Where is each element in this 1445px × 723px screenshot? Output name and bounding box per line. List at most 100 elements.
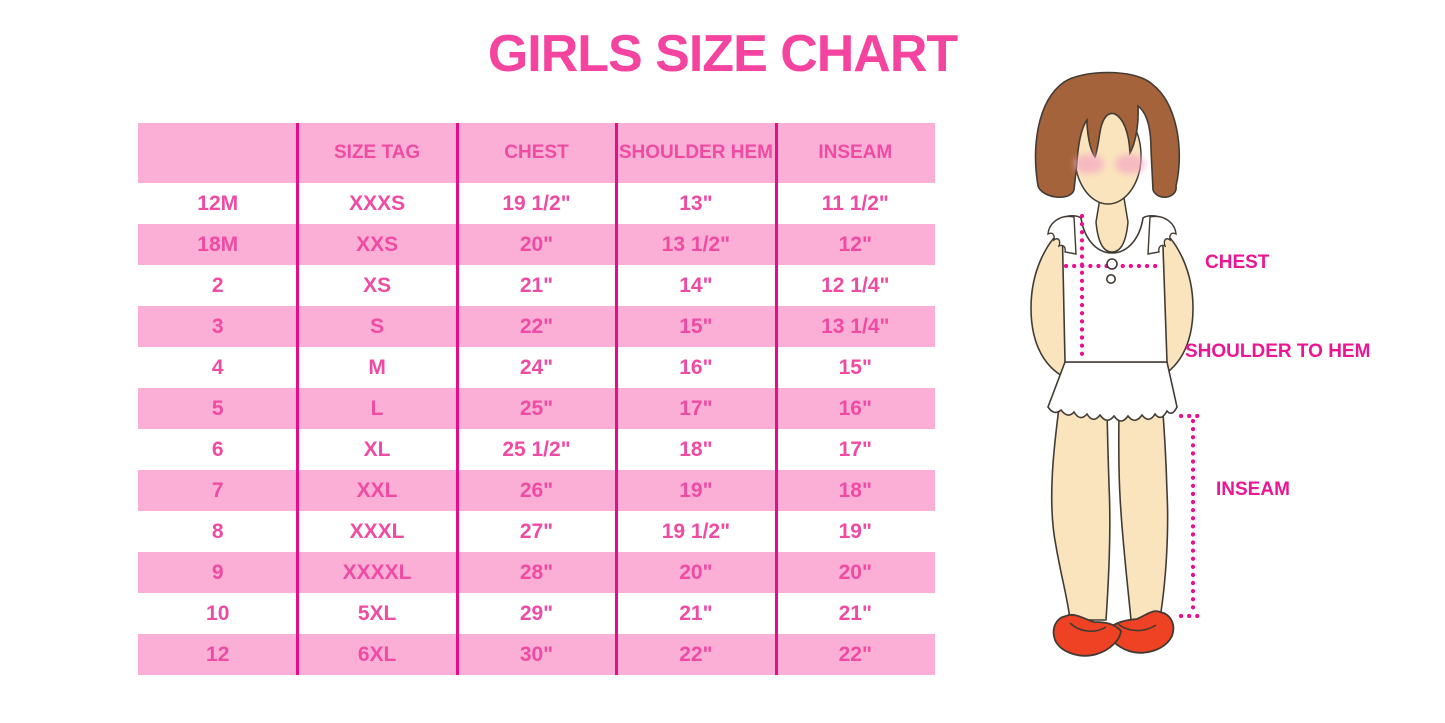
table-cell: 4	[211, 355, 224, 379]
table-cell: 18"	[838, 478, 872, 502]
shoulder-ruffles	[1047, 215, 1177, 255]
header-cell	[138, 123, 297, 183]
table-row: 8 XXXL 27" 19 1/2" 19"	[138, 511, 935, 552]
measurement-diagram	[1000, 60, 1445, 700]
table-cell: 12"	[838, 232, 872, 256]
table-cell: 25"	[519, 396, 554, 420]
table-cell: 16"	[838, 396, 872, 420]
table-cell: 27"	[519, 519, 554, 543]
table-row: 4 M 24" 16" 15"	[138, 347, 935, 388]
legs	[1050, 399, 1169, 621]
table-cell: 24"	[519, 355, 554, 379]
skirt-ruffle	[1047, 361, 1178, 422]
girl-figure-illustration	[1030, 71, 1208, 657]
table-cell: 29"	[519, 601, 554, 625]
table-header-row: SIZE TAG CHEST SHOULDER HEM INSEAM	[138, 123, 935, 183]
table-row: 2 XS 21" 14" 12 1/4"	[138, 265, 935, 306]
table-cell: 15"	[838, 355, 872, 379]
table-cell: 19 1/2"	[661, 519, 731, 543]
table-cell: 22"	[679, 642, 713, 666]
table-cell: 26"	[519, 478, 554, 502]
table-cell: 17"	[679, 396, 713, 420]
table-cell: 21"	[679, 601, 713, 625]
table-cell: 9	[211, 560, 224, 584]
bodice-buttons	[1106, 258, 1118, 285]
table-cell: 15"	[679, 314, 713, 338]
table-row: 9 XXXXL 28" 20" 20"	[138, 552, 935, 593]
table-cell: 21"	[838, 601, 872, 625]
table-cell: 13"	[679, 191, 713, 215]
header-cell: SHOULDER HEM	[618, 142, 773, 163]
table-cell: 12 1/4"	[821, 273, 890, 297]
table-row: 5 L 25" 17" 16"	[138, 388, 935, 429]
table-cell: 13 1/4"	[821, 314, 890, 338]
table-cell: 6	[211, 437, 224, 461]
column-divider	[775, 123, 778, 675]
column-divider	[456, 123, 459, 675]
table-cell: XXXL	[349, 519, 405, 543]
table-cell: 25 1/2"	[502, 437, 571, 461]
table-cell: 19"	[838, 519, 872, 543]
table-row: 12 6XL 30" 22" 22"	[138, 634, 935, 675]
column-divider	[296, 123, 299, 675]
neck	[1095, 197, 1129, 253]
table-cell: 18M	[197, 232, 239, 256]
shoes	[1052, 610, 1175, 657]
table-cell: 19"	[679, 478, 713, 502]
table-body: 12M XXXS 19 1/2" 13" 11 1/2" 18M XXS 20" 13 1/2"…	[138, 183, 935, 675]
header-cell: CHEST	[504, 142, 569, 163]
table-cell: XS	[363, 273, 392, 297]
table-cell: 14"	[679, 273, 713, 297]
table-cell: 18"	[679, 437, 713, 461]
table-cell: XXS	[356, 232, 399, 256]
blush-cheeks	[1074, 154, 1145, 174]
column-divider	[615, 123, 618, 675]
shoulder-to-hem-label: SHOULDER TO HEM	[1185, 341, 1371, 362]
table-cell: 20"	[838, 560, 872, 584]
hair	[1034, 71, 1181, 198]
header-cell: SIZE TAG	[333, 142, 421, 163]
table-cell: 2	[211, 273, 224, 297]
measurement-lines	[1063, 213, 1208, 619]
page-title: GIRLS SIZE CHART	[487, 25, 958, 83]
inseam-label: INSEAM	[1216, 479, 1290, 500]
table-cell: XXXXL	[342, 560, 412, 584]
table-cell: 12	[206, 642, 230, 666]
table-row: 12M XXXS 19 1/2" 13" 11 1/2"	[138, 183, 935, 224]
table-row: 3 S 22" 15" 13 1/4"	[138, 306, 935, 347]
table-cell: 22"	[519, 314, 554, 338]
table-cell: 21"	[519, 273, 554, 297]
table-cell: XXL	[356, 478, 398, 502]
table-row: 7 XXL 26" 19" 18"	[138, 470, 935, 511]
table-cell: 8	[211, 519, 224, 543]
table-cell: L	[370, 396, 384, 420]
table-cell: 3	[211, 314, 224, 338]
table-cell: 5XL	[357, 601, 397, 625]
table-cell: 11 1/2"	[821, 191, 889, 215]
table-cell: 17"	[838, 437, 872, 461]
table-cell: 6XL	[357, 642, 397, 666]
header-cell: INSEAM	[818, 142, 893, 163]
table-cell: 10	[206, 601, 230, 625]
table-row: 10 5XL 29" 21" 21"	[138, 593, 935, 634]
table-cell: XL	[363, 437, 391, 461]
table-cell: 13 1/2"	[661, 232, 731, 256]
table-cell: 5	[211, 396, 224, 420]
left-shoe	[1052, 613, 1122, 657]
table-row: 18M XXS 20" 13 1/2" 12"	[138, 224, 935, 265]
table-cell: 30"	[519, 642, 554, 666]
table-cell: M	[368, 355, 386, 379]
table-cell: S	[370, 314, 385, 338]
table-cell: 20"	[519, 232, 554, 256]
table-cell: 28"	[519, 560, 554, 584]
table-cell: XXXS	[349, 191, 406, 215]
table-cell: 12M	[197, 191, 239, 215]
table-row: 6 XL 25 1/2" 18" 17"	[138, 429, 935, 470]
table-cell: 20"	[679, 560, 713, 584]
chest-label: CHEST	[1205, 252, 1270, 273]
table-cell: 19 1/2"	[502, 191, 571, 215]
table-cell: 22"	[838, 642, 872, 666]
table-cell: 7	[211, 478, 224, 502]
girls-size-table: SIZE TAG CHEST SHOULDER HEM INSEAM 12M XXXS 1…	[138, 123, 935, 675]
